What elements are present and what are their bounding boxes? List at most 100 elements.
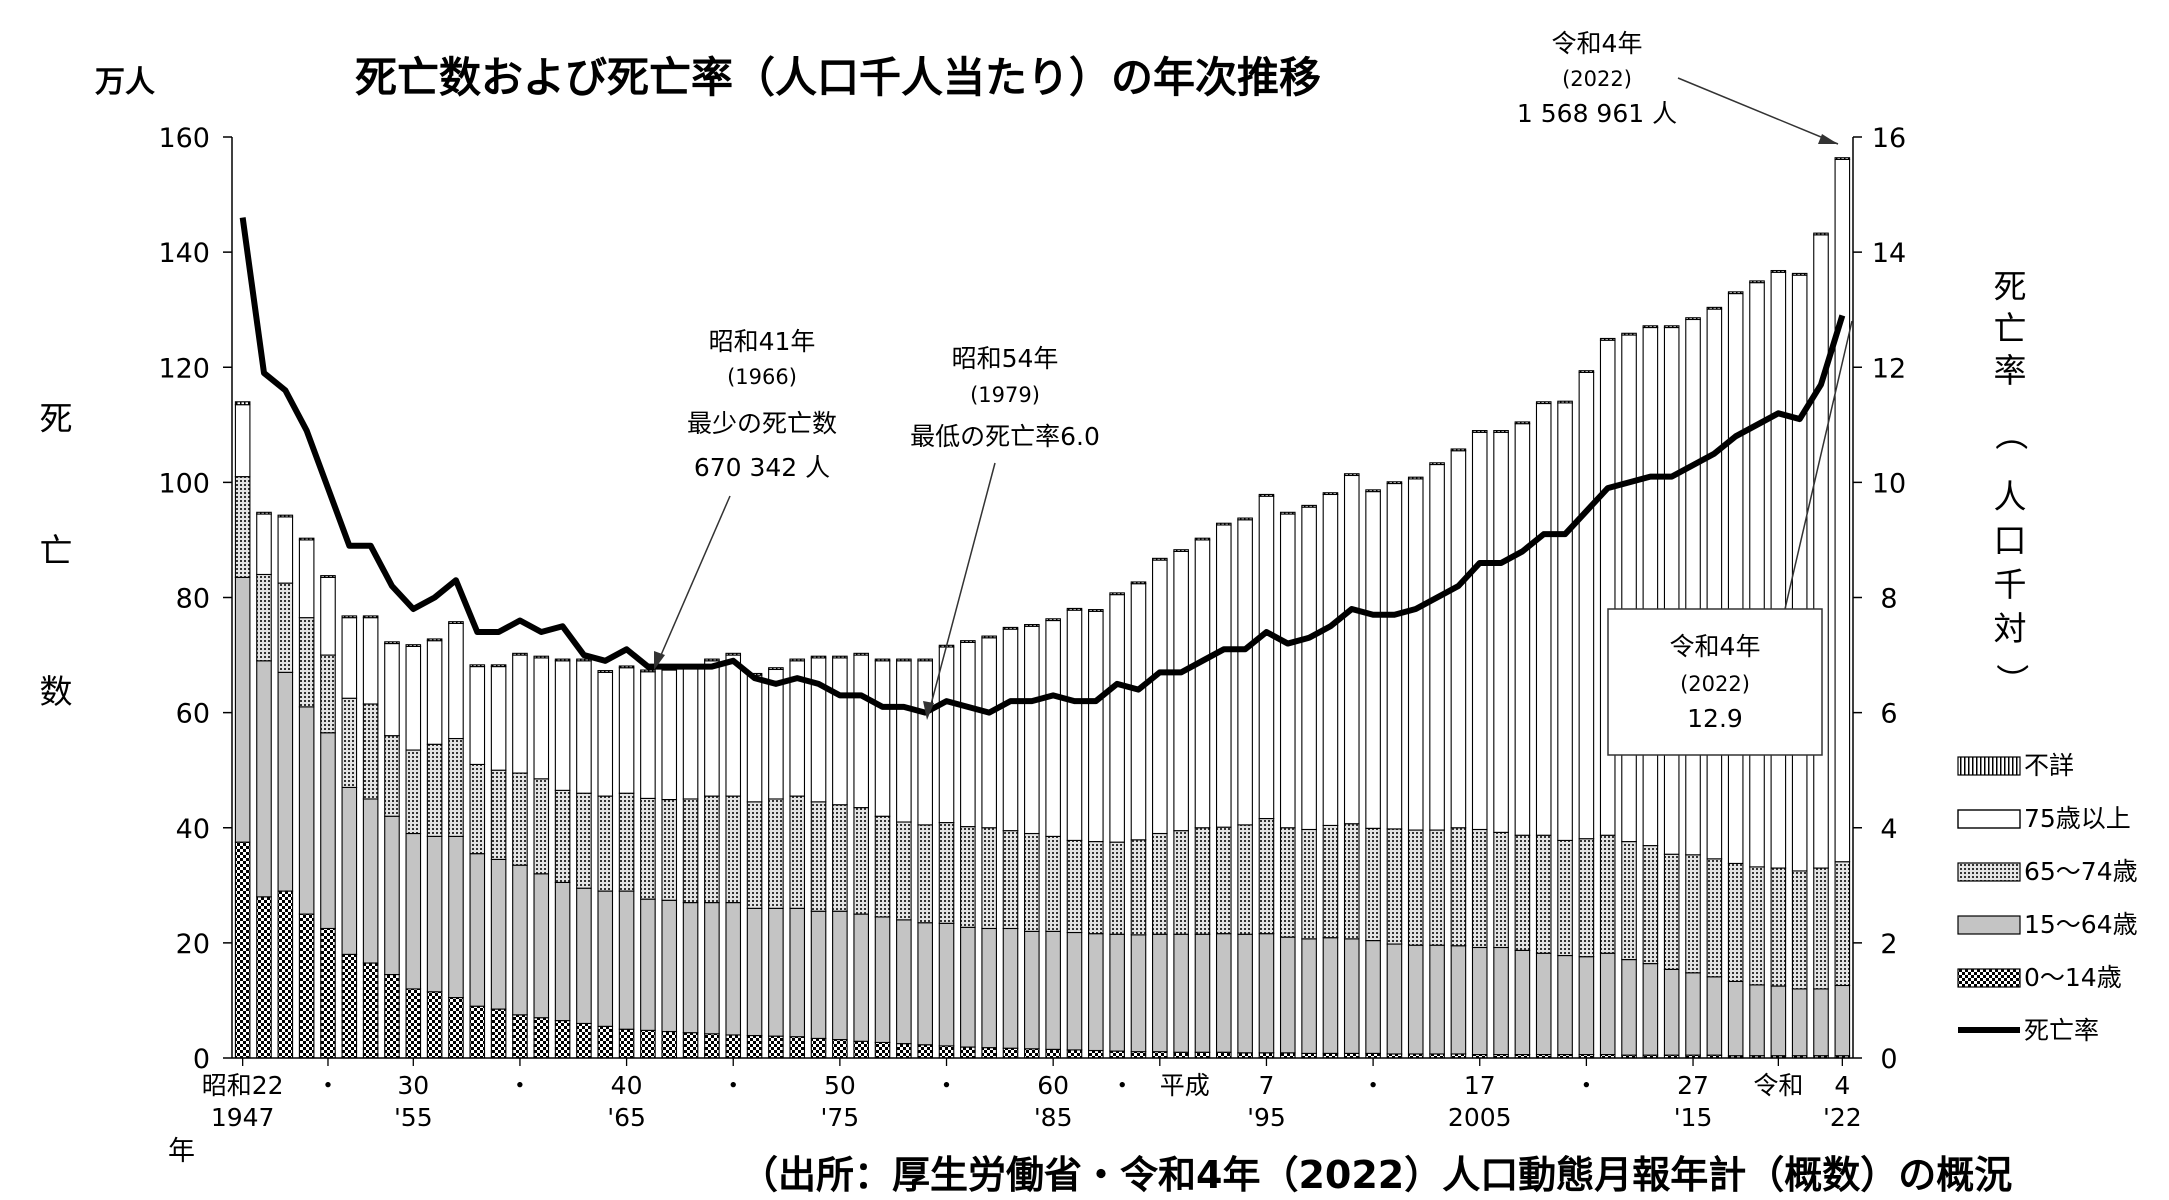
bar-segment-3 xyxy=(1045,619,1061,837)
bar-segment-1 xyxy=(362,798,379,964)
bar-segment-3 xyxy=(1066,609,1083,841)
bar-segment-4 xyxy=(1770,269,1787,273)
bar-segment-4 xyxy=(1834,157,1851,161)
annotation-1979-arrowhead xyxy=(923,701,934,720)
bar-segment-2 xyxy=(1045,835,1061,932)
x-tick-label-year: '55 xyxy=(394,1103,433,1132)
bar-segment-3 xyxy=(1365,491,1381,829)
bar-stack xyxy=(1173,549,1189,1059)
bar-segment-0 xyxy=(682,1032,699,1059)
bar-segment-1 xyxy=(1578,956,1595,1056)
annotation-2022-total-year: (2022) xyxy=(1562,67,1632,91)
bar-segment-0 xyxy=(768,1035,784,1059)
bar-segment-1 xyxy=(1514,949,1531,1056)
bar-segment-1 xyxy=(1727,980,1744,1057)
legend-swatch-0-14 xyxy=(1957,968,2021,988)
bar-stack xyxy=(1834,157,1851,1059)
bar-segment-4 xyxy=(896,658,912,662)
x-tick-label-era: 4 xyxy=(1834,1071,1850,1100)
bar-segment-1 xyxy=(341,786,358,955)
bar-segment-2 xyxy=(1258,817,1275,935)
bar-segment-3 xyxy=(938,646,955,824)
y-tick-label-right: 16 xyxy=(1872,123,1906,154)
bar-segment-1 xyxy=(981,927,997,1049)
bar-segment-1 xyxy=(277,671,294,892)
bar-segment-2 xyxy=(1109,841,1125,935)
x-tick-label-year: '85 xyxy=(1034,1103,1073,1132)
bar-segment-0 xyxy=(490,1008,507,1059)
bar-stack xyxy=(938,644,955,1059)
bar-segment-4 xyxy=(1194,537,1211,541)
bar-segment-1 xyxy=(640,898,656,1031)
bar-segment-4 xyxy=(362,615,379,619)
bar-segment-1 xyxy=(1791,988,1808,1057)
bar-segment-1 xyxy=(1365,940,1381,1054)
bar-segment-1 xyxy=(896,919,912,1045)
bar-segment-1 xyxy=(1493,946,1509,1056)
bar-segment-2 xyxy=(554,789,571,883)
bar-segment-4 xyxy=(1088,609,1104,612)
bar-segment-4 xyxy=(874,658,891,662)
bar-segment-0 xyxy=(981,1047,997,1059)
x-tick-label-year: '22 xyxy=(1823,1103,1862,1132)
y-tick-label-right: 0 xyxy=(1880,1044,1897,1075)
bar-segment-1 xyxy=(682,902,699,1034)
bar-segment-3 xyxy=(768,668,784,800)
bar-segment-1 xyxy=(874,916,891,1044)
y-tick-label-right: 12 xyxy=(1872,353,1906,384)
bar-stack xyxy=(1557,400,1573,1059)
annotation-1966-desc: 最少の死亡数 xyxy=(687,409,837,438)
legend-item-65-74: 65〜74歳 xyxy=(1957,857,2138,886)
bar-segment-2 xyxy=(576,792,592,889)
bar-segment-2 xyxy=(1130,839,1147,936)
bar-stack xyxy=(896,658,912,1059)
legend-swatch-unknown xyxy=(1957,756,2021,776)
bar-segment-3 xyxy=(1173,550,1189,832)
bar-segment-1 xyxy=(1621,959,1637,1056)
bar-segment-2 xyxy=(405,749,422,835)
bar-segment-3 xyxy=(1130,583,1147,841)
bar-stack xyxy=(1535,401,1552,1059)
bar-segment-1 xyxy=(618,890,635,1030)
legend-swatch-65-74 xyxy=(1957,862,2021,882)
bar-segment-4 xyxy=(384,641,400,645)
bar-segment-3 xyxy=(1813,234,1829,869)
bar-segment-2 xyxy=(725,795,742,904)
bar-segment-4 xyxy=(1727,291,1744,295)
bar-segment-4 xyxy=(1109,592,1125,596)
bar-segment-3 xyxy=(1770,271,1787,869)
bar-segment-4 xyxy=(1322,492,1339,496)
bar-segment-4 xyxy=(704,658,720,662)
legend-item-rate: 死亡率 xyxy=(1958,1016,2099,1045)
bar-segment-4 xyxy=(1663,325,1680,329)
bar-segment-3 xyxy=(1621,334,1637,843)
bar-segment-0 xyxy=(789,1036,806,1059)
bar-segment-3 xyxy=(1663,326,1680,855)
bar-segment-2 xyxy=(1791,870,1808,990)
bar-segment-3 xyxy=(1322,493,1339,826)
bar-segment-1 xyxy=(448,835,464,999)
bar-segment-0 xyxy=(1258,1052,1275,1059)
bar-segment-4 xyxy=(1535,401,1552,405)
bar-stack xyxy=(1215,522,1232,1059)
bar-stack xyxy=(682,664,699,1059)
bar-stack xyxy=(1407,476,1424,1059)
bar-segment-3 xyxy=(298,539,315,619)
bar-segment-2 xyxy=(1770,867,1787,987)
bar-segment-4 xyxy=(1599,337,1616,341)
bar-segment-2 xyxy=(533,778,550,875)
bar-segment-3 xyxy=(1237,519,1253,826)
bar-segment-2 xyxy=(320,654,336,734)
bar-segment-1 xyxy=(1407,944,1424,1055)
bar-segment-4 xyxy=(1621,332,1637,336)
annotation-1966-arrow xyxy=(657,495,731,663)
ylabel-right-2: 亡 xyxy=(1994,309,2027,348)
bar-segment-1 xyxy=(1749,984,1765,1057)
bar-segment-3 xyxy=(1706,308,1723,860)
bar-segment-3 xyxy=(1471,431,1488,831)
ylabel-right-5: 人 xyxy=(1994,477,2027,516)
y-unit-label: 万人 xyxy=(95,65,155,100)
legend-label-65-74: 65〜74歳 xyxy=(2024,857,2138,886)
bar-segment-1 xyxy=(576,887,592,1025)
